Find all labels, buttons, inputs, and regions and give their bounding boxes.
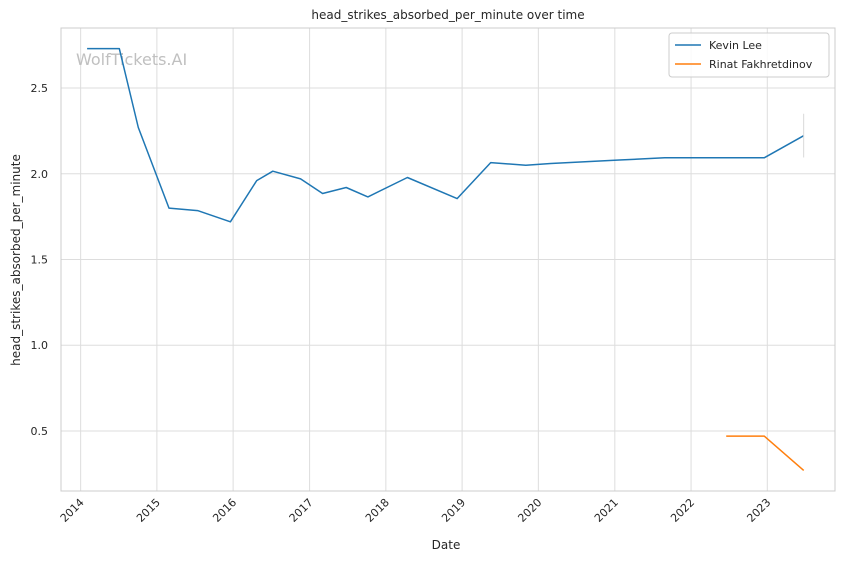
watermark: WolfTickets.AI — [76, 50, 187, 69]
y-tick-label: 0.5 — [31, 425, 49, 438]
y-axis-ticks: 0.5 1.0 1.5 2.0 2.5 — [31, 82, 49, 438]
series-line-rinat-fakhretdinov — [726, 435, 805, 471]
series-line-kevin-lee — [87, 47, 805, 223]
grid-lines — [61, 28, 835, 491]
y-tick-label: 2.0 — [31, 168, 49, 181]
legend-label-kevin-lee: Kevin Lee — [709, 39, 762, 52]
chart-title: head_strikes_absorbed_per_minute over ti… — [311, 8, 584, 22]
legend-box — [668, 32, 830, 78]
series-lines — [87, 47, 805, 471]
y-axis-label: head_strikes_absorbed_per_minute — [9, 154, 23, 366]
y-tick-label: 2.5 — [31, 82, 49, 95]
x-axis-label: Date — [432, 538, 461, 552]
y-tick-label: 1.5 — [31, 254, 49, 267]
plot-frame — [60, 27, 836, 492]
legend-label-rinat-fakhretdinov: Rinat Fakhretdinov — [709, 58, 813, 71]
x-axis-ticks: 2014 2015 2016 2017 2018 2019 2020 2021 2022 2023 — [58, 496, 774, 525]
legend: Kevin Lee Rinat Fakhretdinov — [668, 32, 830, 78]
y-tick-label: 1.0 — [31, 339, 49, 352]
